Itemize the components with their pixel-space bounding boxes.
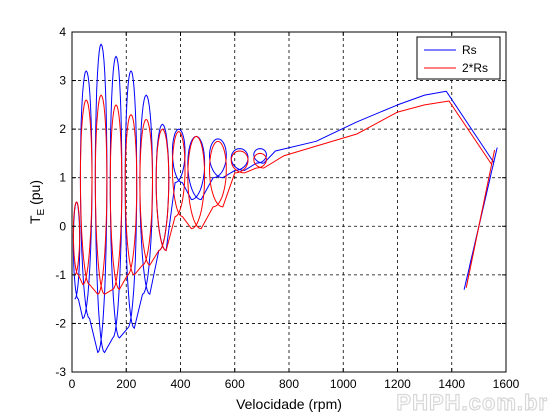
x-tick-label: 600: [225, 377, 245, 391]
legend-box: [416, 36, 501, 80]
y-tick-label: 3: [59, 74, 66, 88]
legend: Rs 2*Rs: [416, 36, 501, 80]
y-tick-label: 0: [59, 219, 66, 233]
y-axis-title: TE (pu): [27, 180, 47, 224]
series-layer: [72, 43, 498, 354]
y-tick-label: 1: [59, 171, 66, 185]
x-tick-label: 1200: [384, 377, 411, 391]
series-line-1: [72, 94, 495, 295]
x-tick-label: 200: [116, 377, 136, 391]
x-tick-label: 1000: [330, 377, 357, 391]
y-tick-label: -3: [55, 365, 66, 379]
x-tick-label: 0: [69, 377, 76, 391]
x-tick-label: 800: [279, 377, 299, 391]
legend-label-rs: Rs: [462, 43, 477, 57]
watermark: PHPH.com.br: [396, 390, 548, 415]
x-axis-title: Velocidade (rpm): [236, 396, 342, 412]
x-tick-label: 1600: [493, 377, 520, 391]
y-tick-label: -2: [55, 316, 66, 330]
ticks: 0 200 400 600 800 1000 1200 1400 1600 -3 -2 -1 0 1 2 3 4: [55, 25, 519, 391]
x-tick-label: 1400: [438, 377, 465, 391]
y-tick-label: -1: [55, 268, 66, 282]
y-tick-label: 2: [59, 122, 66, 136]
x-tick-label: 400: [170, 377, 190, 391]
y-tick-label: 4: [59, 25, 66, 39]
legend-label-2rs: 2*Rs: [462, 61, 488, 75]
